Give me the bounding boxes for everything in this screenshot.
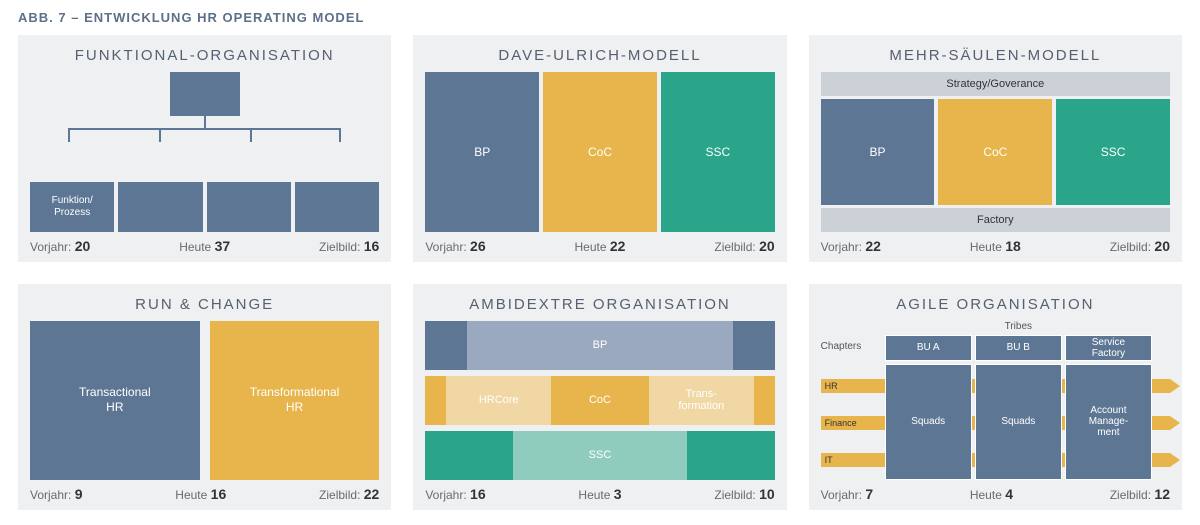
agile-body: Squads [975,364,1062,481]
org-root-box [170,72,240,116]
ambidextre-row: BP [425,321,774,370]
msm-layout: Strategy/Goverance BP CoC SSC Factory [821,72,1170,232]
panel-funktional: FUNKTIONAL-ORGANISATION Funktion/ Prozes… [18,35,391,262]
panel-title: FUNKTIONAL-ORGANISATION [30,47,379,64]
msm-bottom-bar: Factory [821,208,1170,232]
panel-stats: Vorjahr: 7 Heute 4 Zielbild: 12 [821,486,1170,502]
ambidextre-segment: Trans- formation [649,376,754,425]
panel-title: AMBIDEXTRE ORGANISATION [425,296,774,313]
ambidextre-row: HRCoreCoCTrans- formation [425,376,774,425]
chapter-bar-label: Finance [821,416,875,430]
ambidextre-segment: SSC [513,431,688,480]
chapter-bar-label: HR [821,379,875,393]
chapter-bar-arrow-icon [1170,379,1180,393]
rc-transactional: Transactional HR [30,321,200,481]
chapter-bar-arrow-icon [1170,453,1180,467]
panel-msm: MEHR-SÄULEN-MODELL Strategy/Goverance BP… [809,35,1182,262]
msm-col-coc: CoC [938,99,1052,205]
org-child-box [295,182,379,232]
ulrich-col-bp: BP [425,72,539,232]
ambidextre-segment: HRCore [446,376,551,425]
org-child-box: Funktion/ Prozess [30,182,114,232]
ambidextre-rows: BP HRCoreCoCTrans- formation SSC [425,321,774,481]
figure-title: ABB. 7 – ENTWICKLUNG HR OPERATING MODEL [18,10,1182,25]
panel-title: RUN & CHANGE [30,296,379,313]
msm-col-ssc: SSC [1056,99,1170,205]
ambidextre-segment [687,431,774,480]
msm-top-bar: Strategy/Goverance [821,72,1170,96]
panel-stats: Vorjahr: 20 Heute 37 Zielbild: 16 [30,238,379,254]
msm-col-bp: BP [821,99,935,205]
panel-stats: Vorjahr: 26 Heute 22 Zielbild: 20 [425,238,774,254]
panel-title: MEHR-SÄULEN-MODELL [821,47,1170,64]
org-chart: Funktion/ Prozess [30,72,379,232]
agile-head: BU A [885,335,972,361]
ulrich-col-coc: CoC [543,72,657,232]
agile-body: Account Manage- ment [1065,364,1152,481]
ulrich-col-ssc: SSC [661,72,775,232]
tribes-label: Tribes [885,321,1152,332]
ulrich-columns: BP CoC SSC [425,72,774,232]
ambidextre-segment [425,376,446,425]
panel-ulrich: DAVE-ULRICH-MODELL BP CoC SSC Vorjahr: 2… [413,35,786,262]
panel-stats: Vorjahr: 16 Heute 3 Zielbild: 10 [425,486,774,502]
panel-title: DAVE-ULRICH-MODELL [425,47,774,64]
ambidextre-segment [425,431,512,480]
panel-ambidextre: AMBIDEXTRE ORGANISATION BP HRCoreCoCTrans… [413,284,786,511]
panel-runchange: RUN & CHANGE Transactional HR Transforma… [18,284,391,511]
org-child-box [118,182,202,232]
agile-table: BU A BU B Service Factory Squads Squads … [885,335,1152,481]
msm-columns: BP CoC SSC [821,99,1170,205]
chapters-label: Chapters [821,341,862,352]
ambidextre-segment [733,321,775,370]
org-children-row: Funktion/ Prozess [30,182,379,232]
org-child-box [207,182,291,232]
rc-transformational: Transformational HR [210,321,380,481]
ambidextre-segment: CoC [551,376,649,425]
panel-grid: FUNKTIONAL-ORGANISATION Funktion/ Prozes… [18,35,1182,510]
panel-stats: Vorjahr: 9 Heute 16 Zielbild: 22 [30,486,379,502]
chapter-bar-label: IT [821,453,875,467]
agile-head: Service Factory [1065,335,1152,361]
ambidextre-segment: BP [467,321,732,370]
panel-stats: Vorjahr: 22 Heute 18 Zielbild: 20 [821,238,1170,254]
agile-body: Squads [885,364,972,481]
agile-diagram: Tribes Chapters HR Finance IT BU A BU B Se… [821,321,1170,481]
ambidextre-segment [425,321,467,370]
agile-head: BU B [975,335,1062,361]
ambidextre-segment [754,376,775,425]
runchange-row: Transactional HR Transformational HR [30,321,379,481]
panel-title: AGILE ORGANISATION [821,296,1170,313]
chapter-bar-arrow-icon [1170,416,1180,430]
panel-agile: AGILE ORGANISATION Tribes Chapters HR Fin… [809,284,1182,511]
ambidextre-row: SSC [425,431,774,480]
